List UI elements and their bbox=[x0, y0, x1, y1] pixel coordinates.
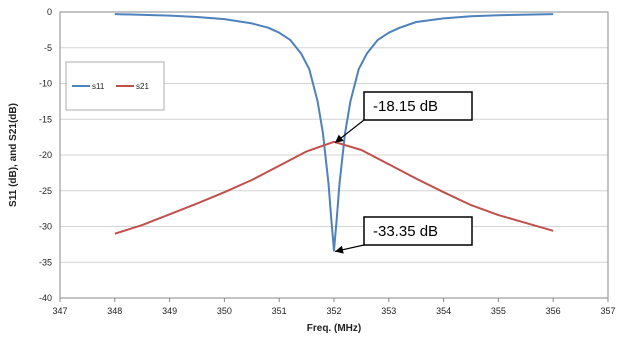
legend-label-s11: s11 bbox=[92, 82, 105, 91]
arrowhead-icon bbox=[335, 134, 344, 143]
x-tick-label: 353 bbox=[381, 306, 396, 316]
gridlines bbox=[60, 11, 608, 299]
y-tick-label: -35 bbox=[39, 257, 52, 267]
y-tick-label: -30 bbox=[39, 222, 52, 232]
x-tick-label: 354 bbox=[436, 306, 451, 316]
x-tick-label: 356 bbox=[546, 306, 561, 316]
x-tick-label: 352 bbox=[326, 306, 341, 316]
x-tick-label: 350 bbox=[217, 306, 232, 316]
x-tick-label: 357 bbox=[600, 306, 615, 316]
x-axis-title: Freq. (MHz) bbox=[307, 323, 361, 334]
x-axis-ticks: 347 348 349 350 351 352 353 354 355 356 357 bbox=[52, 298, 616, 316]
annotation-box bbox=[363, 91, 473, 121]
series-line-s11 bbox=[114, 13, 554, 252]
annotation-s11-dip: -33.35 dB bbox=[334, 216, 473, 254]
legend: s11 s21 bbox=[65, 61, 165, 111]
y-axis-title: S11 (dB), and S21(dB) bbox=[8, 103, 19, 207]
x-tick-label: 355 bbox=[491, 306, 506, 316]
x-tick-label: 348 bbox=[107, 306, 122, 316]
annotation-label: -18.15 dB bbox=[373, 98, 438, 115]
y-axis-ticks: 0 -5 -10 -15 -20 -25 -30 -35 -40 bbox=[39, 7, 52, 303]
series-line-s21 bbox=[114, 140, 554, 235]
legend-label-s21: s21 bbox=[136, 82, 149, 91]
annotation-box bbox=[363, 216, 473, 246]
x-tick-label: 347 bbox=[52, 306, 67, 316]
y-tick-label: -5 bbox=[44, 43, 52, 53]
y-tick-label: 0 bbox=[47, 7, 52, 17]
y-tick-label: -20 bbox=[39, 150, 52, 160]
y-tick-label: -40 bbox=[39, 293, 52, 303]
series-lines bbox=[114, 13, 554, 252]
arrowhead-icon bbox=[335, 245, 344, 254]
x-tick-label: 351 bbox=[272, 306, 287, 316]
x-tick-label: 349 bbox=[162, 306, 177, 316]
annotation-label: -33.35 dB bbox=[373, 223, 438, 240]
y-tick-label: -15 bbox=[39, 114, 52, 124]
y-tick-label: -10 bbox=[39, 79, 52, 89]
y-tick-label: -25 bbox=[39, 186, 52, 196]
annotation-s21-peak: -18.15 dB bbox=[334, 91, 473, 144]
